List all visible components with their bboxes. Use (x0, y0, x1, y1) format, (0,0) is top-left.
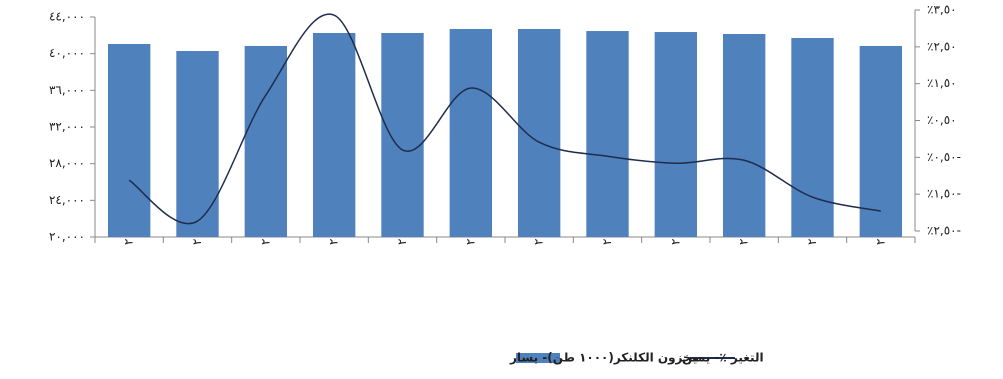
y2-tick-label: ٪١,٥٠- (927, 187, 961, 201)
y-tick-label: ٣٦,٠٠٠ (49, 83, 85, 97)
y-tick-label: ٣٢,٠٠٠ (49, 120, 85, 134)
legend-label: التغير ٪- يمين (682, 351, 764, 365)
y-tick-label: ٤٠,٠٠٠ (49, 46, 85, 60)
legend-label: مخزون الكلنكر(١٠٠٠ طن)- يسار (509, 351, 699, 366)
bar (107, 43, 151, 237)
y2-tick-label: ٪٠,٥٠ (927, 113, 957, 127)
bar (859, 45, 903, 237)
bar (244, 45, 288, 237)
bar (586, 31, 629, 238)
y-tick-label: ٤٤,٠٠٠ (49, 10, 85, 24)
y-tick-label: ٢٤,٠٠٠ (49, 193, 85, 207)
y-tick-label: ٢٠,٠٠٠ (49, 230, 85, 244)
y2-tick-label: ٪٢,٥٠ (927, 39, 957, 53)
bar (517, 29, 561, 238)
bar (722, 34, 766, 237)
bar (381, 32, 424, 237)
y2-tick-label: ٪١,٥٠ (927, 76, 957, 90)
bar (654, 32, 698, 238)
y2-tick-label: ٪٢,٥٠- (927, 224, 961, 238)
bar (312, 32, 356, 237)
legend-swatch (516, 353, 560, 363)
bar (449, 29, 493, 238)
y2-tick-label: ٪٠,٥٠- (927, 150, 961, 164)
y2-tick-label: ٪٣,٥٠ (927, 3, 957, 17)
bar (176, 51, 219, 238)
line (128, 13, 881, 225)
y-tick-label: ٢٨,٠٠٠ (49, 156, 85, 170)
bar (791, 37, 834, 237)
